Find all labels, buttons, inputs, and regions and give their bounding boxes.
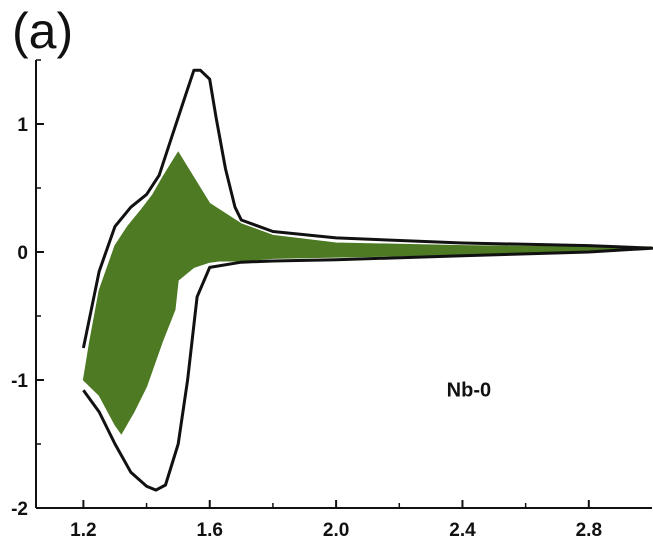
- plot-area: 1 0 -1 -2 1.2 1.6 2.0 2.4 2.8 Nb-0: [11, 59, 653, 541]
- green-fill-region: [82, 151, 653, 435]
- annotation-label: Nb-0: [447, 380, 491, 402]
- black-cv-curve: [81, 68, 653, 492]
- y-tick-label-2: -1: [11, 371, 28, 392]
- y-tick-label-0: 1: [17, 115, 28, 136]
- x-tick-label-1: 1.6: [197, 520, 223, 541]
- x-tick-label-2: 2.0: [323, 520, 349, 541]
- x-tick-label-0: 1.2: [70, 520, 96, 541]
- y-tick-label-1: 0: [17, 243, 28, 264]
- y-tick-label-3: -2: [11, 499, 28, 520]
- x-tick-label-4: 2.8: [576, 520, 602, 541]
- x-tick-label-3: 2.4: [449, 520, 476, 541]
- panel-label: (a): [12, 3, 74, 59]
